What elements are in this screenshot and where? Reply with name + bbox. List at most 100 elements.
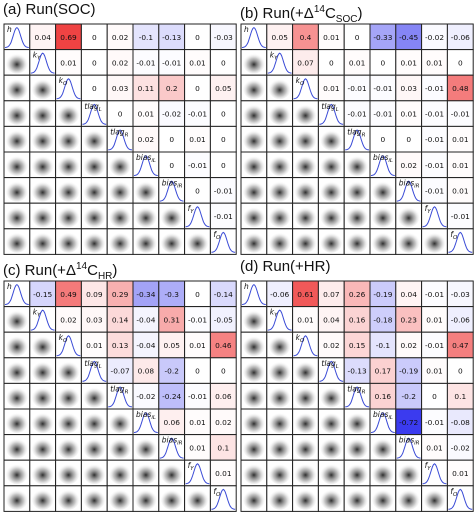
title-title-base: C [87, 262, 98, 279]
joint-density-cell [184, 228, 211, 255]
joint-density-cell [3, 331, 31, 359]
joint-density-cell [266, 357, 294, 384]
density-blob [6, 489, 28, 510]
corr-cell-fill [317, 74, 345, 102]
corr-value-label: 0 [92, 58, 97, 67]
density-blob [294, 412, 317, 434]
density-blob [31, 104, 54, 125]
joint-density-cell [292, 408, 319, 436]
corr-value-label: -0.01 [451, 212, 470, 221]
corr-cell-fill [106, 331, 134, 359]
corr-cell: 0.02 [395, 331, 423, 359]
corr-value-label: 0.01 [215, 469, 232, 478]
corr-value-label: 0 [221, 367, 226, 376]
corr-cell: -0.02 [421, 23, 448, 51]
variable-label: kY [270, 308, 278, 319]
corr-value-label: 0.46 [215, 341, 232, 350]
density-blob [57, 232, 80, 253]
corr-cell: -0.3 [158, 280, 186, 308]
corr-value-label: 0.23 [400, 315, 417, 324]
marginal-kde-curve [133, 154, 158, 176]
joint-density-cell [266, 408, 294, 436]
variable-label: tlagR [347, 127, 365, 138]
corr-cell: 0.06 [209, 382, 237, 410]
variable-label: tlagR [110, 384, 128, 395]
density-blob [83, 438, 106, 459]
joint-density-cell [240, 228, 268, 255]
corr-cell: -0.01 [421, 125, 448, 153]
joint-density-cell [3, 485, 31, 512]
corr-value-label: 0.02 [60, 315, 76, 324]
corr-cell: 0.16 [369, 382, 397, 410]
joint-density-cell [343, 228, 371, 255]
corr-value-label: -0.01 [214, 186, 233, 195]
corr-cell: 0.13 [106, 331, 134, 359]
density-blob [57, 206, 80, 228]
corr-value-label: 0 [195, 84, 200, 93]
corr-cell: -0.1 [132, 23, 160, 51]
corr-cell: -0.02 [446, 434, 474, 461]
density-blob [294, 361, 317, 382]
density-blob [372, 206, 394, 228]
joint-density-cell [266, 382, 294, 410]
density-blob [372, 463, 394, 485]
corr-value-label: 0.02 [112, 58, 128, 67]
corr-value-label: -0.01 [451, 110, 470, 119]
corr-cell: 0.69 [55, 23, 82, 51]
density-blob [268, 104, 291, 125]
density-blob [135, 438, 157, 459]
corr-cell: 0.4 [292, 23, 319, 51]
corr-value-label: 0.08 [138, 367, 155, 376]
corr-value-label: 0.01 [426, 58, 443, 67]
corr-value-label: 0.07 [323, 290, 340, 299]
variable-label: kO [296, 76, 305, 87]
marginal-density-cell: biasiL [369, 408, 397, 436]
joint-density-cell [240, 382, 268, 410]
marginal-kde-curve [4, 283, 29, 305]
marginal-density-cell: tlagR [343, 382, 371, 410]
joint-density-cell [292, 100, 319, 127]
corr-cell: 0 [80, 74, 108, 102]
corr-cell: 0.05 [158, 331, 186, 359]
corr-cell: -0.33 [369, 23, 397, 51]
variable-label: biasiR [162, 179, 183, 190]
marginal-density-cell: kY [29, 306, 57, 333]
density-blob [6, 361, 28, 382]
corr-cell: 0.01 [395, 100, 423, 127]
density-blob [423, 489, 446, 510]
corr-cell: 0.03 [395, 74, 423, 102]
corr-cell-fill [395, 306, 423, 333]
corr-cell: 0.1 [209, 434, 237, 461]
joint-density-cell [106, 459, 134, 487]
corr-cell-fill [421, 331, 448, 359]
corr-value-label: 0.01 [189, 58, 206, 67]
joint-density-cell [266, 485, 294, 512]
corr-value-label: -0.13 [162, 33, 181, 42]
density-blob [243, 129, 265, 151]
joint-density-cell [80, 382, 108, 410]
marginal-density-cell: biasiR [158, 434, 186, 461]
corr-cell-fill [209, 434, 237, 461]
density-blob [294, 129, 317, 151]
corr-value-label: 0.01 [189, 341, 206, 350]
corr-value-label: 0.02 [215, 418, 231, 427]
density-blob [57, 104, 80, 125]
variable-label: tlagR [110, 127, 128, 138]
corr-cell: 0.01 [421, 434, 448, 461]
joint-density-cell [266, 331, 294, 359]
corr-value-label: -0.01 [425, 161, 444, 170]
density-blob [372, 489, 394, 510]
corr-value-label: -0.07 [111, 367, 130, 376]
corr-value-label: -0.01 [425, 110, 444, 119]
marginal-kde-curve [422, 463, 447, 485]
joint-density-cell [3, 177, 31, 204]
corr-value-label: 0.16 [349, 315, 366, 324]
joint-density-cell [292, 382, 319, 410]
joint-density-cell [343, 485, 371, 512]
variable-label: kY [33, 308, 41, 319]
joint-density-cell [3, 100, 31, 127]
title-title-sub: SOC [335, 14, 358, 25]
corr-value-label: 0 [381, 135, 386, 144]
density-blob [109, 438, 131, 459]
corr-cell-fill [158, 280, 186, 308]
